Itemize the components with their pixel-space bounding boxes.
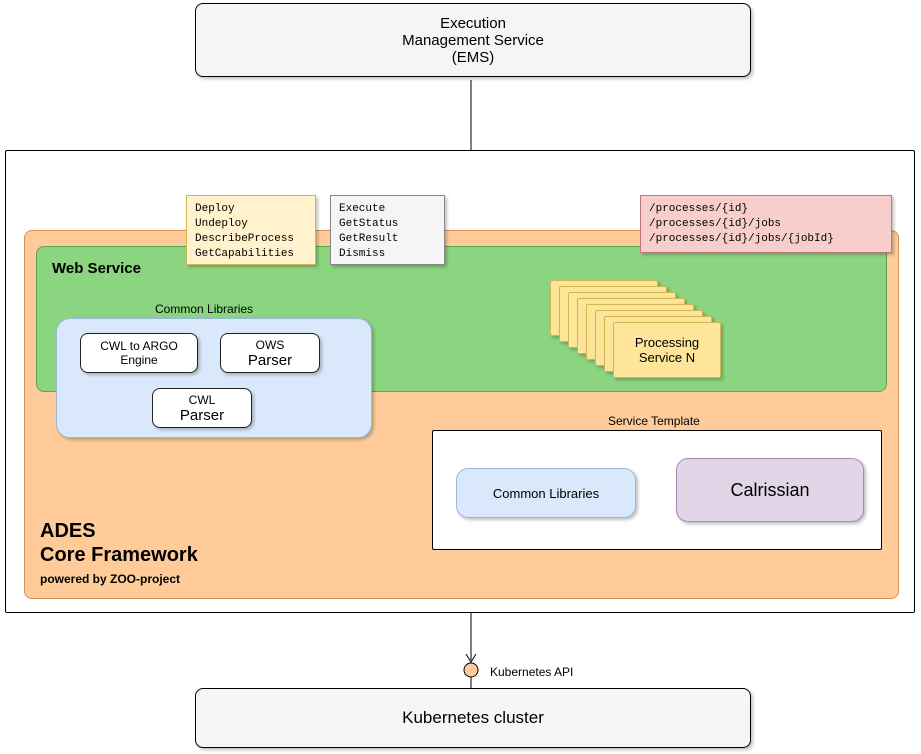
- ades-title1: ADES: [40, 520, 96, 543]
- cwl-parser: CWL Parser: [152, 388, 252, 428]
- k8s-api-label: Kubernetes API: [490, 665, 573, 679]
- ems-line1: Execution: [440, 15, 506, 32]
- processing-service-card: ProcessingService N: [613, 322, 721, 378]
- service-common-libraries: Common Libraries: [456, 468, 636, 518]
- ems-line2: Management Service: [402, 32, 544, 49]
- service-template-label: Service Template: [608, 414, 700, 428]
- web-service-title: Web Service: [52, 260, 141, 277]
- ades-subtitle: powered by ZOO-project: [40, 572, 180, 586]
- ows-parser: OWS Parser: [220, 333, 320, 373]
- ems-box: Execution Management Service (EMS): [195, 3, 751, 77]
- ops-yellow-box: Deploy Undeploy DescribeProcess GetCapab…: [186, 195, 316, 265]
- kubernetes-cluster: Kubernetes cluster: [195, 688, 751, 748]
- common-libraries-label: Common Libraries: [155, 302, 253, 316]
- cwl-to-argo-engine: CWL to ARGO Engine: [80, 333, 198, 373]
- calrissian-box: Calrissian: [676, 458, 864, 522]
- ades-title2: Core Framework: [40, 544, 198, 567]
- ops-gray-box: Execute GetStatus GetResult Dismiss: [330, 195, 445, 265]
- ems-line3: (EMS): [452, 49, 495, 66]
- ops-pink-box: /processes/{id} /processes/{id}/jobs /pr…: [640, 195, 892, 253]
